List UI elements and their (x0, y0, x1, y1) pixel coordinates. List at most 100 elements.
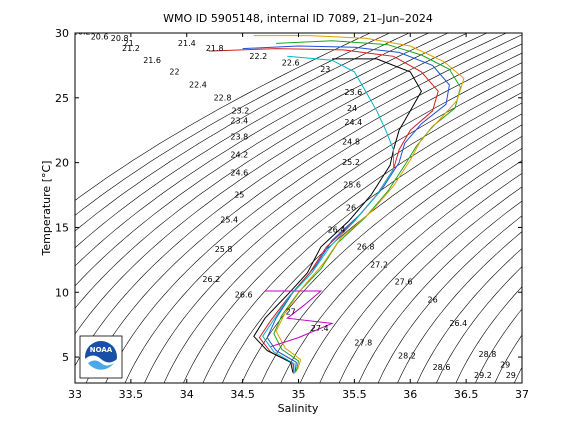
y-tick-label: 30 (55, 27, 69, 40)
isopycnal-line (358, 200, 522, 383)
isopycnal-line (416, 247, 522, 383)
isopycnal-label: 20.8 (111, 34, 129, 43)
profile-line (242, 45, 450, 373)
isopycnal-label: 29.2 (474, 371, 492, 380)
isopycnal-line (75, 33, 371, 201)
y-tick-label: 10 (55, 286, 69, 299)
profile-line (253, 58, 422, 373)
isopycnal-label: 29 (500, 360, 510, 369)
isopycnal-label: 27.8 (354, 338, 372, 347)
isopycnal-line (222, 113, 522, 383)
isopycnal-line (75, 33, 390, 216)
isopycnal-label: 21 (124, 39, 134, 48)
y-tick-label: 15 (55, 221, 69, 234)
isopycnal-line (75, 33, 468, 287)
isopycnal-line (124, 62, 522, 383)
isopycnal-label: 26.6 (235, 290, 253, 299)
noaa-logo-text: NOAA (90, 346, 113, 354)
isopycnal-label: 28.2 (398, 351, 416, 360)
profile-line (253, 35, 465, 371)
isopycnal-label: 27.4 (311, 324, 329, 333)
isopycnal-label: 28.6 (433, 363, 451, 372)
profile-line (273, 40, 462, 372)
x-tick-label: 37 (515, 388, 529, 401)
isopycnal-label: 24.4 (344, 118, 362, 127)
isopycnal-label: 21.2 (122, 44, 140, 53)
isopycnal-label: 23.8 (230, 132, 248, 141)
isopycnal-label: 22.4 (189, 80, 207, 89)
isopycnal-label: 26.4 (449, 319, 467, 328)
isopycnal-label: 26 (428, 296, 438, 305)
isopycnal-line (75, 34, 522, 367)
isopycnal-label: 24.6 (230, 169, 248, 178)
isopycnal-label: 24.8 (342, 138, 360, 147)
x-tick-label: 36 (403, 388, 417, 401)
profile-line (265, 290, 334, 348)
isopycnal-label: 22.2 (249, 52, 267, 61)
isopycnal-line (75, 33, 449, 267)
isopycnal-line (202, 102, 522, 383)
isopycnal-label: 24.2 (230, 150, 248, 159)
y-tick-label: 20 (55, 157, 69, 170)
isopycnal-label: 25.6 (343, 180, 361, 189)
isopycnal-lines (75, 33, 522, 383)
isopycnal-line (436, 266, 522, 383)
isopycnal-line (75, 33, 507, 335)
isopycnal-label: 20.6 (91, 33, 109, 42)
isopycnal-label: 24 (347, 104, 357, 113)
isopycnal-label: 25.4 (220, 215, 238, 224)
isopycnal-line (75, 33, 488, 309)
isopycnal-line (475, 308, 522, 383)
isopycnal-line (299, 160, 522, 383)
chart-title: WMO ID 5905148, internal ID 7089, 21–Jun… (163, 12, 433, 25)
isopycnal-label: 27.2 (370, 261, 388, 270)
y-tick-label: 25 (55, 92, 69, 105)
isopycnal-label: 27 (286, 307, 296, 316)
isopycnal-label: 26.2 (202, 275, 220, 284)
profile-series (209, 35, 465, 374)
isopycnal-line (338, 186, 522, 383)
isopycnal-label: 23.6 (344, 88, 362, 97)
x-tick-label: 33.5 (119, 388, 144, 401)
x-axis-label: Salinity (278, 402, 319, 415)
y-axis-label: Temperature [°C] (40, 161, 53, 257)
isopycnal-line (144, 71, 522, 383)
y-tick-label: 5 (62, 351, 69, 364)
isopycnal-label: 27.6 (395, 278, 413, 287)
isopycnal-label: 25 (234, 191, 244, 200)
isopycnal-line (75, 33, 429, 249)
isopycnal-label: 21.6 (143, 56, 161, 65)
isopycnal-label: 21.4 (178, 39, 196, 48)
isopycnal-label: 22 (169, 68, 179, 77)
isopycnal-label: 25.2 (342, 158, 360, 167)
isopycnal-label: 26.8 (357, 243, 375, 252)
isopycnal-line (397, 231, 522, 383)
isopycnal-line (183, 92, 522, 383)
x-tick-label: 35.5 (342, 388, 367, 401)
x-axis: 33 33.5 34 34.5 35 35.5 36 36.5 37 (68, 33, 529, 401)
x-tick-label: 33 (68, 388, 82, 401)
noaa-logo: NOAA (79, 335, 123, 379)
isopycnal-label: 23.4 (230, 117, 248, 126)
isopycnal-label: 20.2 (73, 27, 91, 36)
x-tick-label: 34 (180, 388, 194, 401)
isopycnal-label: 23.2 (231, 106, 249, 115)
isopycnal-line (377, 215, 522, 383)
isopycnal-line (280, 147, 522, 383)
isopycnal-label: 28.8 (478, 350, 496, 359)
isopycnal-label: 29 (506, 371, 516, 380)
isopycnal-label: 25.8 (215, 245, 233, 254)
isopycnal-label: 21.8 (206, 44, 224, 53)
isopycnal-label: 22.6 (282, 58, 300, 67)
isopycnal-line (163, 81, 522, 383)
isopycnal-line (241, 124, 522, 383)
isopycnal-line (261, 135, 522, 383)
x-tick-label: 35 (292, 388, 306, 401)
x-tick-label: 34.5 (230, 388, 255, 401)
isopycnal-line (85, 43, 522, 383)
isopycnal-label: 23 (320, 65, 330, 74)
y-axis: 5 10 15 20 25 30 (55, 27, 522, 364)
isopycnal-line (319, 173, 522, 383)
